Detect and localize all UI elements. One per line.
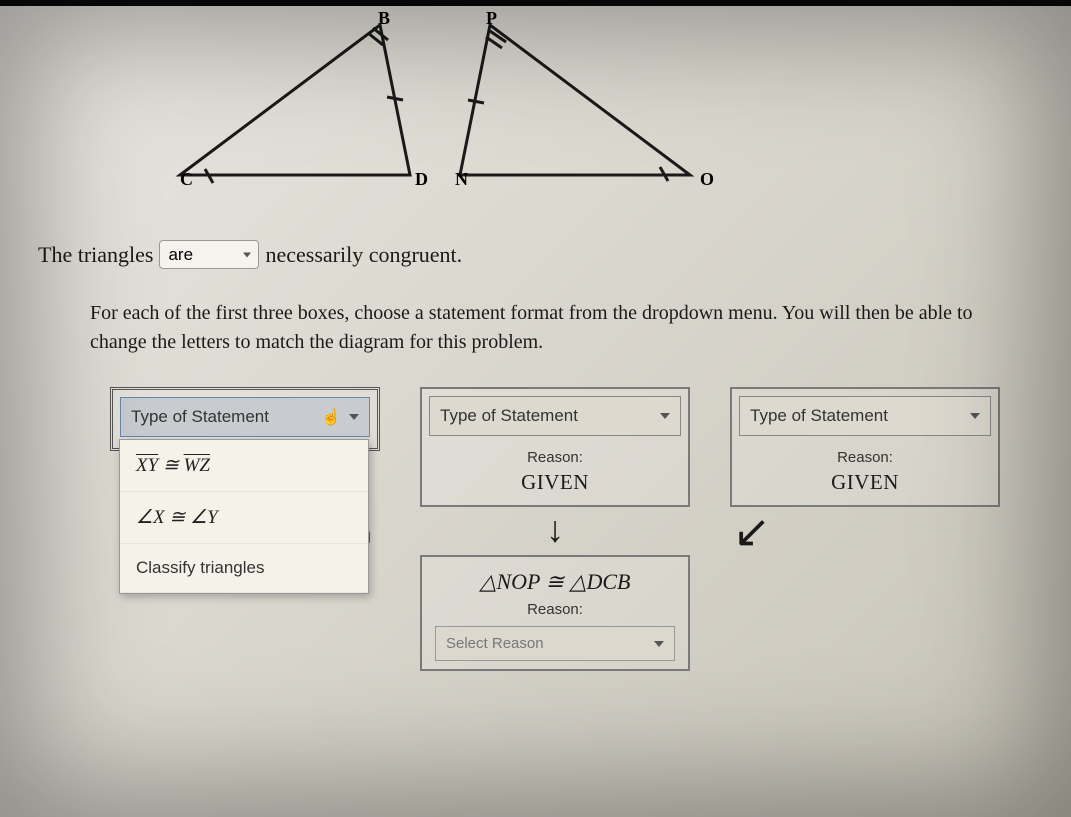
- statement-box-2: Type of Statement Reason: GIVEN: [420, 387, 690, 507]
- reason-label: Reason:: [527, 449, 583, 466]
- proof-boxes-row: Type of Statement ☝ XY ≅ WZ ∠X ≅ ∠Y Clas…: [110, 387, 1041, 507]
- vertex-label-D: D: [415, 169, 428, 189]
- statement-type-dropdown-1[interactable]: Type of Statement ☝: [120, 397, 370, 437]
- conclusion-statement: △NOP ≅ △DCB: [480, 569, 631, 595]
- congruence-sentence: The triangles are necessarily congruent.: [38, 240, 1041, 269]
- menu-option-angle[interactable]: ∠X ≅ ∠Y: [120, 492, 368, 544]
- triangle-diagram: C B D N P O: [160, 10, 1041, 190]
- select-reason-placeholder: Select Reason: [446, 635, 544, 652]
- sentence-suffix: necessarily congruent.: [265, 242, 462, 268]
- vertex-label-N: N: [455, 169, 468, 189]
- congruence-select[interactable]: are: [159, 240, 259, 269]
- reason-label: Reason:: [837, 449, 893, 466]
- chevron-down-icon: [970, 413, 980, 419]
- vertex-label-P: P: [486, 10, 497, 28]
- pointer-cursor-icon: ☝: [321, 407, 341, 427]
- triangles-svg: C B D N P O: [160, 10, 720, 190]
- menu-option-segment[interactable]: XY ≅ WZ: [120, 440, 368, 492]
- reason-value: GIVEN: [521, 470, 589, 495]
- instructions-text: For each of the first three boxes, choos…: [90, 299, 1001, 357]
- statement-type-dropdown-2[interactable]: Type of Statement: [429, 396, 681, 436]
- statement-type-menu: XY ≅ WZ ∠X ≅ ∠Y Classify triangles: [119, 439, 369, 594]
- statement-box-3: Type of Statement Reason: GIVEN: [730, 387, 1000, 507]
- chevron-down-icon: [654, 641, 664, 647]
- conclusion-row: △NOP ≅ △DCB Reason: Select Reason: [420, 555, 1041, 671]
- conclusion-box: △NOP ≅ △DCB Reason: Select Reason: [420, 555, 690, 671]
- chevron-down-icon: [349, 414, 359, 420]
- arrow-down-icon: ↓: [546, 510, 564, 552]
- arrow-down-left-icon: ↙: [733, 505, 771, 559]
- statement-type-dropdown-3[interactable]: Type of Statement: [739, 396, 991, 436]
- dropdown-label: Type of Statement: [131, 407, 269, 427]
- menu-option-classify[interactable]: Classify triangles: [120, 544, 368, 593]
- sentence-prefix: The triangles: [38, 242, 153, 268]
- vertex-label-O: O: [700, 169, 714, 189]
- reason-label: Reason:: [527, 601, 583, 618]
- vertex-label-C: C: [180, 169, 193, 189]
- reason-value: GIVEN: [831, 470, 899, 495]
- dropdown-label: Type of Statement: [750, 406, 888, 426]
- select-reason-dropdown[interactable]: Select Reason: [435, 626, 675, 661]
- dropdown-label: Type of Statement: [440, 406, 578, 426]
- vertex-label-B: B: [378, 10, 390, 28]
- page: C B D N P O The triangles are: [0, 0, 1071, 691]
- chevron-down-icon: [660, 413, 670, 419]
